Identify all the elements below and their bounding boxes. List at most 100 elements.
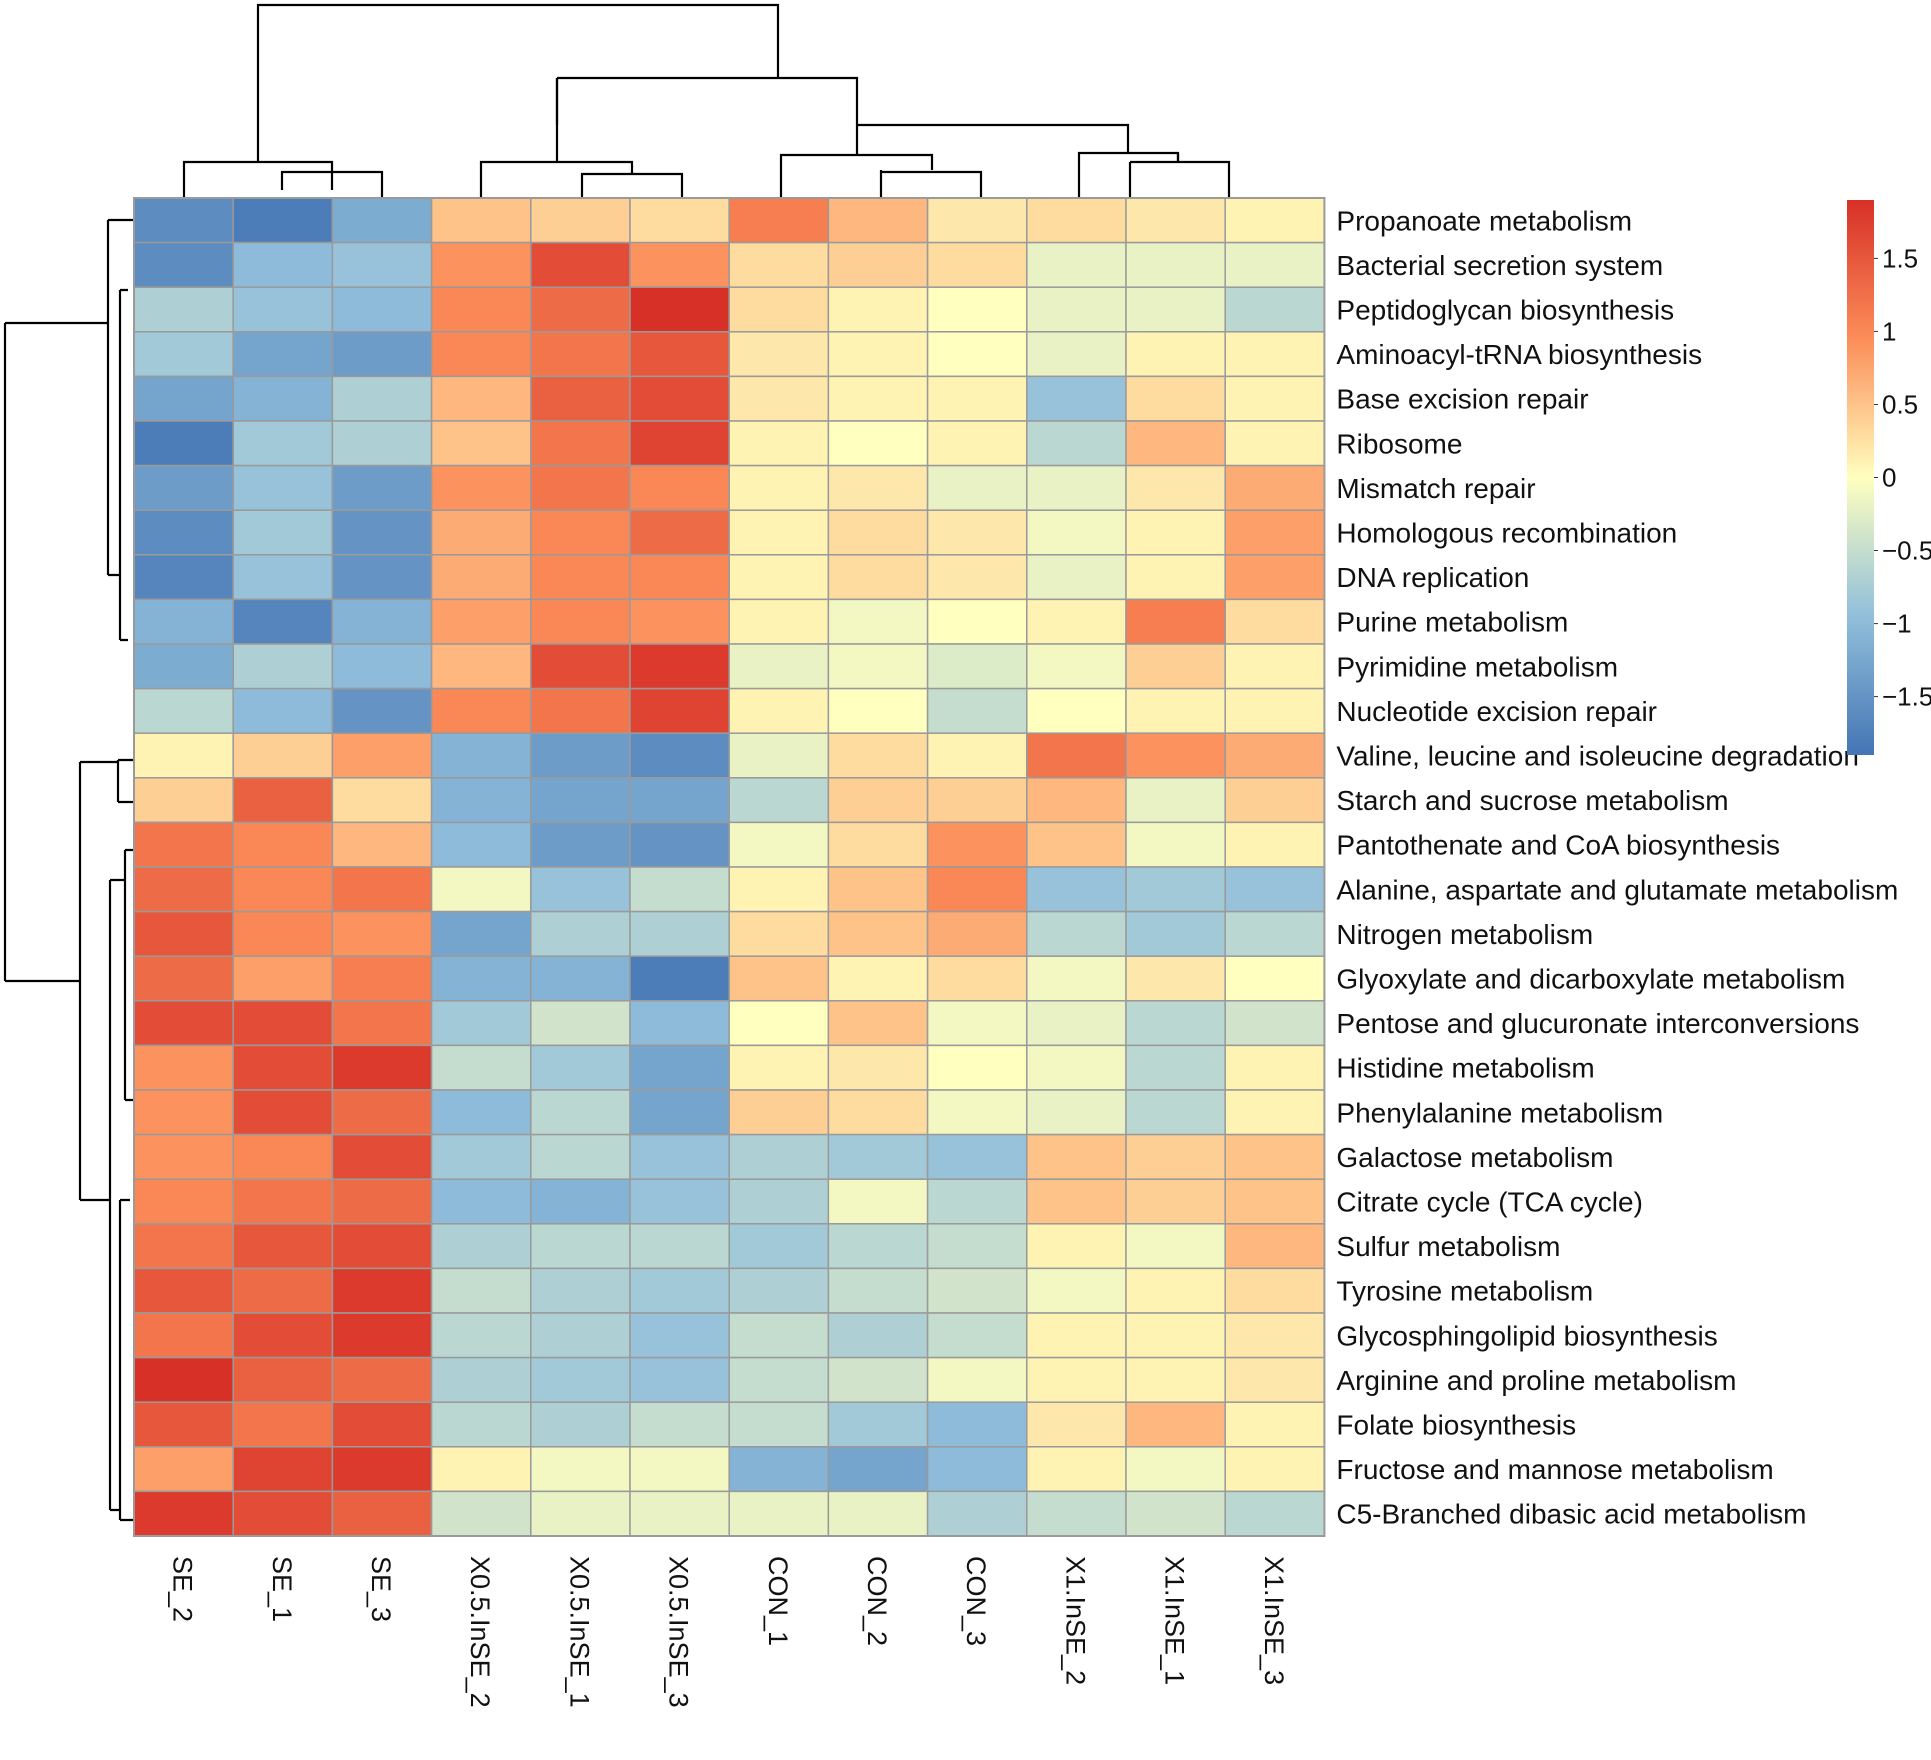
heat-cell [728, 955, 830, 1002]
heat-cell [232, 1312, 334, 1359]
heat-cell [629, 910, 730, 957]
heat-cell [629, 509, 730, 556]
heat-cell [530, 286, 631, 333]
heat-cell [926, 1490, 1028, 1537]
heat-cell [1026, 375, 1127, 422]
heat-cell [232, 1044, 334, 1091]
heat-cell [1125, 1401, 1226, 1448]
heat-cell [728, 777, 830, 824]
heat-cell [430, 1044, 532, 1091]
heat-cell [629, 1000, 730, 1047]
heat-cell [1224, 1356, 1326, 1403]
heat-cell [331, 732, 433, 779]
heat-cell [232, 777, 334, 824]
heat-cell [926, 777, 1028, 824]
heat-cell [530, 1178, 631, 1225]
heat-cell [232, 1356, 334, 1403]
heat-cell [728, 286, 830, 333]
heat-cell [629, 777, 730, 824]
heat-cell [331, 1178, 433, 1225]
heat-cell [133, 598, 234, 645]
heat-cell [530, 643, 631, 690]
heat-cell [1224, 777, 1326, 824]
heat-cell [1224, 197, 1326, 244]
heat-cell [1224, 821, 1326, 868]
heat-cell [1224, 420, 1326, 467]
heat-cell [827, 1044, 929, 1091]
heat-cell [1224, 509, 1326, 556]
row-label: Homologous recombination [1336, 518, 1677, 549]
column-label: X0.5.InSE_2 [465, 1556, 495, 1708]
heat-cell [926, 955, 1028, 1002]
heat-cell [728, 1133, 830, 1180]
heat-cell [530, 420, 631, 467]
heat-cell [430, 821, 532, 868]
heat-cell [827, 732, 929, 779]
heat-cell [827, 197, 929, 244]
heat-cell [1026, 1223, 1127, 1270]
col-tree-x05 [479, 160, 634, 198]
row-label: Alanine, aspartate and glutamate metabol… [1336, 874, 1898, 905]
heat-cell [331, 1000, 433, 1047]
heat-cell [331, 598, 433, 645]
heat-cell [331, 687, 433, 734]
heat-cell [926, 910, 1028, 957]
heat-cell [232, 197, 334, 244]
legend-tick-label: 0.5 [1882, 390, 1918, 420]
heat-cell [1125, 1133, 1226, 1180]
heat-cell [133, 375, 234, 422]
heat-cell [728, 866, 830, 913]
heat-cell [530, 375, 631, 422]
heat-cell [926, 554, 1028, 601]
heat-cell [331, 955, 433, 1002]
row-label: Fructose and mannose metabolism [1336, 1454, 1773, 1485]
heat-cell [530, 1446, 631, 1493]
heat-cell [1026, 598, 1127, 645]
heat-cell [1026, 464, 1127, 511]
heat-cell [728, 1356, 830, 1403]
heat-cell [1026, 1446, 1127, 1493]
legend-tick-label: 1.5 [1882, 243, 1918, 273]
heat-cell [530, 331, 631, 378]
heat-cell [728, 1178, 830, 1225]
heat-cell [530, 464, 631, 511]
heat-cell [232, 1000, 334, 1047]
heat-cell [1224, 331, 1326, 378]
col-tree-x05-13 [580, 172, 684, 198]
heat-cell [728, 821, 830, 868]
heat-cell [530, 866, 631, 913]
heat-cell [232, 910, 334, 957]
heat-cell [629, 1223, 730, 1270]
heat-cell [1125, 910, 1226, 957]
heat-cell [827, 1401, 929, 1448]
heat-cell [1224, 241, 1326, 288]
legend-tick-label: −0.5 [1882, 536, 1931, 566]
heat-cell [926, 1223, 1028, 1270]
heat-cell [430, 420, 532, 467]
heat-cell [728, 643, 830, 690]
heat-cell [629, 375, 730, 422]
heat-cell [530, 509, 631, 556]
heat-cell [728, 1089, 830, 1136]
row-label: Folate biosynthesis [1336, 1410, 1576, 1441]
heat-cell [530, 955, 631, 1002]
heat-cell [232, 509, 334, 556]
heat-cell [827, 1490, 929, 1537]
heat-cell [530, 732, 631, 779]
heat-cell [1224, 1089, 1326, 1136]
heat-cell [430, 1133, 532, 1180]
heat-cell [1125, 687, 1226, 734]
heat-cell [133, 955, 234, 1002]
heat-cell [1125, 331, 1226, 378]
heat-cell [1125, 1089, 1226, 1136]
heat-cell [1026, 910, 1127, 957]
heat-cell [430, 866, 532, 913]
heat-cell [331, 420, 433, 467]
heat-cell [430, 1223, 532, 1270]
heat-cell [1125, 821, 1226, 868]
row-label: Ribosome [1336, 428, 1462, 459]
heat-cell [728, 1446, 830, 1493]
row-label: C5-Branched dibasic acid metabolism [1336, 1499, 1806, 1530]
heat-cell [629, 732, 730, 779]
heat-cell [331, 1133, 433, 1180]
